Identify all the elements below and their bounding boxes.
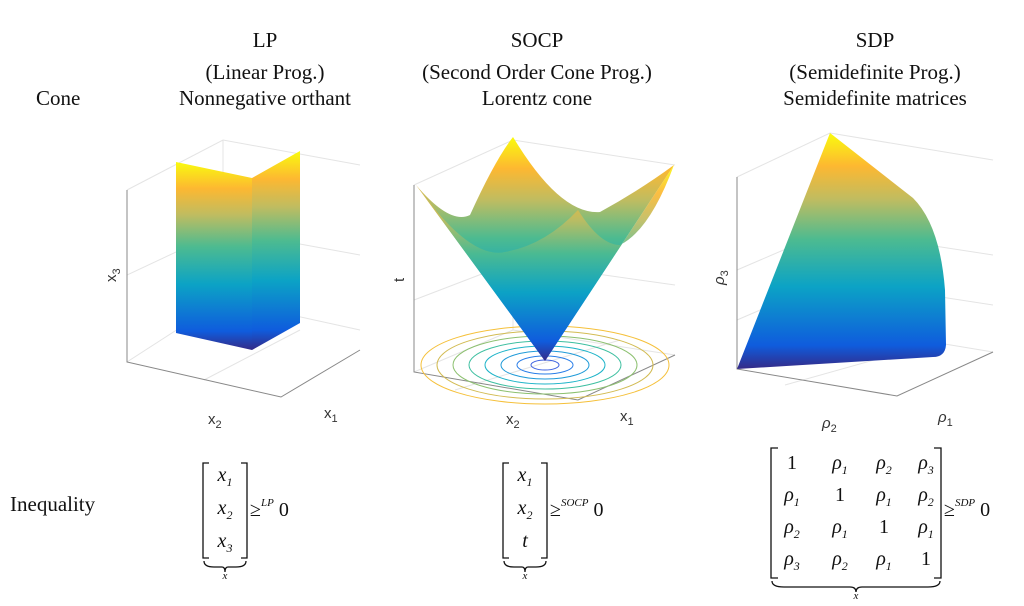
sdp-matrix-entry: ρ2: [876, 452, 892, 477]
sdp-matrix-entry: ρ3: [784, 548, 800, 573]
sdp-matrix-entry: ρ1: [784, 484, 800, 509]
socp-entry: x1: [517, 464, 533, 489]
sdp-matrix-entry: 1: [835, 484, 845, 506]
row-label-inequality: Inequality: [10, 492, 96, 516]
lp-entry: x3: [217, 530, 233, 555]
socp-subtitle: (Second Order Cone Prog.): [422, 60, 652, 84]
sdp-surface: [737, 133, 946, 369]
socp-relation: ≥SOCP 0: [550, 497, 604, 521]
sdp-matrix-entry: ρ1: [876, 484, 892, 509]
sdp-axis-label-rho2: ρ2: [821, 415, 837, 435]
sdp-axis-label-rho3: ρ3: [711, 270, 731, 286]
socp-axes: [413, 185, 676, 401]
socp-title: SOCP: [510, 28, 564, 52]
sdp-plot: ρ3 ρ2 ρ1: [711, 132, 994, 435]
sdp-cone-name: Semidefinite matrices: [783, 86, 967, 110]
sdp-matrix-entry: 1: [787, 452, 797, 474]
sdp-brace-label: x: [853, 590, 859, 602]
socp-axis-label-x1: x1: [620, 408, 634, 428]
sdp-matrix-entry: ρ2: [784, 516, 800, 541]
socp-axis-label-t: t: [391, 277, 408, 282]
lp-axis-label-x3: x3: [103, 268, 123, 282]
sdp-axis-label-rho1: ρ1: [937, 409, 953, 429]
sdp-matrix-entry: ρ1: [832, 452, 848, 477]
socp-axis-label-x2: x2: [506, 411, 520, 431]
lp-plot: x3 x2 x1: [103, 139, 361, 431]
lp-entry: x2: [217, 497, 233, 522]
sdp-matrix-entry: ρ1: [876, 548, 892, 573]
sdp-matrix-entry: ρ2: [832, 548, 848, 573]
socp-cone-name: Lorentz cone: [481, 86, 593, 110]
socp-entry: t: [522, 530, 528, 552]
socp-plot: t x2 x1: [391, 137, 676, 431]
lp-axes: [126, 190, 361, 398]
socp-surface-front: [416, 165, 674, 361]
lp-surface-left: [176, 162, 252, 350]
lp-cone-name: Nonnegative orthant: [178, 86, 352, 110]
brackets: [202, 447, 942, 593]
lp-axis-label-x2: x2: [208, 411, 222, 431]
sdp-matrix-entry: ρ1: [832, 516, 848, 541]
sdp-axes: [736, 177, 994, 397]
lp-subtitle: (Linear Prog.): [205, 60, 325, 84]
socp-entry: x2: [517, 497, 533, 522]
sdp-matrix-entry: ρ3: [918, 452, 934, 477]
sdp-title: SDP: [855, 28, 895, 52]
sdp-matrix-entry: 1: [921, 548, 931, 570]
socp-brace-label: x: [522, 570, 528, 582]
lp-axis-label-x1: x1: [324, 405, 338, 425]
lp-brace-label: x: [222, 570, 228, 582]
sdp-matrix-entry: ρ2: [918, 484, 934, 509]
lp-surface-right: [252, 151, 300, 350]
sdp-subtitle: (Semidefinite Prog.): [789, 60, 961, 84]
lp-relation: ≥LP 0: [250, 497, 289, 521]
sdp-relation: ≥SDP 0: [944, 497, 991, 521]
row-label-cone: Cone: [36, 86, 81, 110]
sdp-matrix-entry: ρ1: [918, 516, 934, 541]
sdp-matrix-entry: 1: [879, 516, 889, 538]
lp-entry: x1: [217, 464, 233, 489]
lp-title: LP: [252, 28, 278, 52]
